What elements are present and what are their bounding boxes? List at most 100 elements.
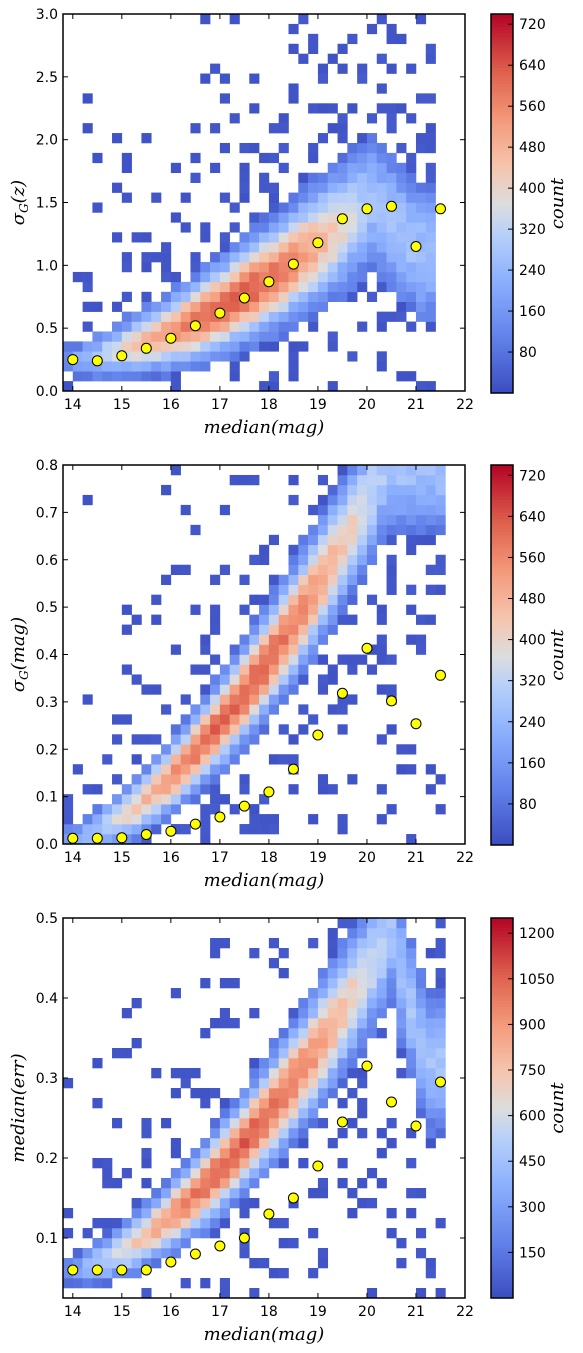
- heatmap-cell: [347, 1038, 358, 1049]
- heatmap-cell: [366, 918, 378, 929]
- colorbar-segment: [491, 1203, 513, 1207]
- colorbar-tick-label: 300: [519, 1200, 546, 1216]
- heatmap-cell: [357, 321, 368, 332]
- x-tick-label: 18: [260, 1304, 278, 1320]
- median-point: [91, 355, 103, 367]
- colorbar-segment: [491, 598, 513, 602]
- colorbar-segment: [491, 383, 513, 388]
- colorbar-segment: [491, 181, 513, 185]
- heatmap-cell: [278, 1108, 289, 1119]
- heatmap-cell: [239, 634, 250, 645]
- heatmap-cell: [278, 1038, 289, 1049]
- heatmap-cell: [308, 43, 319, 54]
- colorbar-segment: [491, 528, 513, 532]
- heatmap-cell: [308, 1098, 319, 1109]
- heatmap-cell: [141, 1218, 152, 1229]
- heatmap-cell: [249, 714, 260, 725]
- heatmap-cell: [200, 311, 211, 322]
- heatmap-cell: [219, 291, 230, 303]
- heatmap-cell: [366, 142, 378, 154]
- heatmap-cell: [219, 1148, 230, 1159]
- heatmap-cell: [376, 172, 387, 183]
- heatmap-cell: [82, 351, 93, 362]
- colorbar-segment: [491, 194, 513, 198]
- heatmap-cell: [82, 824, 93, 835]
- heatmap-cell: [180, 694, 191, 705]
- heatmap-cell: [82, 784, 93, 795]
- heatmap-cell: [357, 474, 368, 486]
- heatmap-cell: [298, 1128, 309, 1139]
- heatmap-cell: [317, 474, 329, 486]
- median-point: [287, 258, 299, 270]
- colorbar-segment: [491, 537, 513, 542]
- heatmap-cell: [386, 232, 397, 243]
- heatmap-cell: [102, 371, 113, 382]
- heatmap-cell: [268, 644, 279, 655]
- colorbar-segment: [491, 975, 513, 979]
- heatmap-cell: [63, 1078, 74, 1089]
- heatmap-cell: [396, 524, 407, 536]
- heatmap-cell: [151, 192, 162, 203]
- heatmap-cell: [112, 794, 123, 805]
- heatmap-cell: [72, 1278, 83, 1289]
- heatmap-cell: [376, 281, 387, 293]
- heatmap-cell: [347, 928, 358, 939]
- heatmap-cell: [308, 938, 319, 949]
- heatmap-cell: [406, 1128, 417, 1139]
- colorbar-segment: [491, 984, 513, 989]
- heatmap-cell: [268, 604, 279, 615]
- heatmap-cell: [170, 774, 181, 785]
- y-tick-label: 0.2: [36, 742, 58, 758]
- heatmap-cell: [386, 654, 397, 665]
- heatmap-cell: [229, 242, 240, 253]
- heatmap-cell: [278, 948, 289, 959]
- heatmap-cell: [337, 474, 348, 486]
- heatmap-cell: [288, 252, 299, 263]
- heatmap-cell: [82, 321, 93, 332]
- colorbar-segment: [491, 336, 513, 340]
- colorbar-segment: [491, 124, 513, 129]
- heatmap-cell: [151, 1258, 162, 1269]
- colorbar-segment: [491, 86, 513, 91]
- heatmap-cell: [298, 341, 309, 352]
- heatmap-cell: [121, 814, 132, 825]
- heatmap-cell: [210, 331, 221, 342]
- heatmap-cell: [288, 544, 299, 556]
- colorbar-segment: [491, 1212, 513, 1217]
- heatmap-cell: [200, 714, 211, 725]
- heatmap-cell: [210, 1148, 221, 1159]
- colorbar-segment: [491, 512, 513, 517]
- heatmap-cell: [288, 83, 299, 94]
- colorbar-segment: [491, 29, 513, 34]
- colorbar-segment: [491, 918, 513, 922]
- heatmap-cell: [386, 918, 397, 929]
- heatmap-cell: [327, 564, 338, 576]
- heatmap-cell: [210, 301, 221, 312]
- colorbar-segment: [491, 683, 513, 688]
- heatmap-cell: [239, 734, 250, 745]
- heatmap-cell: [121, 1248, 132, 1259]
- heatmap-cell: [376, 103, 387, 114]
- colorbar-segment: [491, 465, 513, 469]
- heatmap-cell: [317, 212, 329, 223]
- colorbar-segment: [491, 940, 513, 944]
- heatmap-cell: [347, 242, 358, 253]
- heatmap-cell: [268, 1048, 279, 1059]
- heatmap-cell: [288, 93, 299, 104]
- heatmap-cell: [229, 291, 240, 303]
- heatmap-cell: [239, 644, 250, 655]
- heatmap-cell: [259, 814, 270, 825]
- heatmap-cell: [72, 341, 83, 352]
- colorbar-segment: [491, 83, 513, 88]
- heatmap-cell: [327, 948, 338, 959]
- heatmap-cell: [386, 1118, 397, 1129]
- heatmap-cell: [386, 988, 397, 999]
- heatmap-cell: [259, 1148, 270, 1159]
- heatmap-cell: [268, 958, 279, 969]
- heatmap-cell: [200, 784, 211, 795]
- heatmap-cell: [219, 93, 230, 104]
- colorbar-segment: [491, 696, 513, 700]
- heatmap-cell: [210, 654, 221, 665]
- heatmap-cell: [337, 271, 348, 283]
- heatmap-cell: [308, 1088, 319, 1099]
